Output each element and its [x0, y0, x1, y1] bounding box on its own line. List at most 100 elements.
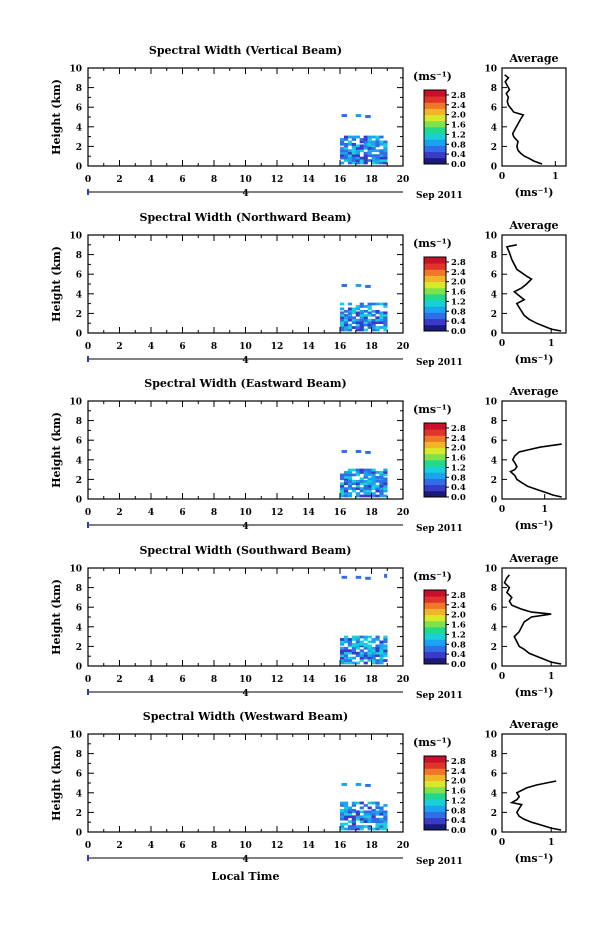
heatmap-cell	[371, 318, 376, 322]
x-tick-label: 2	[116, 508, 122, 518]
average-y-tick-label: 8	[491, 584, 497, 594]
average-frame	[501, 67, 567, 167]
colorbar-segment	[424, 460, 446, 467]
heatmap-cell	[355, 321, 360, 324]
heatmap-cell	[355, 135, 360, 139]
heatmap-cell	[367, 311, 372, 315]
heatmap-cell	[383, 161, 388, 165]
heatmap-cell	[367, 820, 372, 823]
heatmap-cell	[347, 471, 353, 474]
heatmap-cell	[375, 302, 380, 306]
y-tick-label: 2	[76, 310, 82, 320]
colorbar: 0.00.40.81.21.62.02.42.8	[423, 422, 466, 503]
heatmap-cell	[347, 825, 353, 828]
colorbar-tick-label: 0.8	[451, 140, 466, 150]
colorbar-segment	[424, 435, 446, 442]
heatmap-cell	[363, 489, 368, 493]
heatmap-cell	[383, 646, 388, 650]
colorbar-segment	[424, 145, 446, 153]
average-title: Average	[508, 552, 558, 565]
heatmap-cell	[351, 321, 357, 324]
y-tick-label: 10	[69, 65, 82, 75]
heatmap-cell	[351, 638, 357, 641]
heatmap-cell	[383, 313, 388, 317]
heatmap-cell	[343, 827, 349, 831]
heatmap-cell	[371, 656, 376, 660]
heatmap-cell	[367, 323, 372, 327]
heatmap-cell	[347, 482, 353, 486]
heatmap-cell	[341, 575, 348, 579]
average-x-tick-label: 0	[499, 172, 505, 182]
colorbar-segment	[424, 312, 446, 320]
average-title: Average	[508, 718, 558, 731]
heatmap-cell	[363, 144, 368, 148]
heatmap-cell	[379, 820, 384, 823]
heatmap-cell	[351, 316, 357, 320]
heatmap-cell	[355, 812, 360, 816]
average-y-tick-label: 10	[484, 65, 497, 75]
colorbar-tick-label: 2.8	[451, 91, 466, 101]
heatmap-cell	[343, 328, 349, 332]
heatmap-cell	[367, 806, 372, 810]
colorbar-segment	[424, 602, 446, 609]
heatmap-cell	[371, 475, 376, 479]
average-y-tick-label: 2	[491, 143, 497, 153]
heatmap-cell	[359, 806, 364, 810]
heatmap-cell	[375, 646, 380, 650]
heatmap-cell	[371, 815, 376, 819]
heatmap-cell	[355, 825, 360, 828]
heatmap-cell	[383, 305, 388, 308]
heatmap-cell	[359, 305, 364, 308]
average-y-tick-label: 0	[491, 330, 497, 340]
average-x-label: (ms⁻¹)	[515, 519, 554, 532]
colorbar-segment	[424, 799, 446, 806]
heatmap-cell	[379, 479, 384, 483]
heatmap-cell	[355, 827, 360, 831]
colorbar-segment	[424, 657, 446, 665]
heatmap-cell	[383, 146, 388, 150]
heatmap-cell	[343, 646, 349, 650]
heatmap-cell	[363, 140, 368, 144]
x-tick-label: 4	[148, 508, 154, 518]
heatmap-cell	[359, 640, 364, 644]
heatmap-cell	[375, 489, 380, 493]
heatmap-cell	[351, 646, 357, 650]
heatmap-cell	[375, 135, 380, 139]
heatmap-cell	[379, 494, 384, 498]
colorbar-segment	[424, 318, 446, 326]
colorbar-tick-label: 0.4	[451, 150, 466, 160]
heatmap-cell	[367, 656, 372, 660]
x-tick-label: 4	[148, 841, 154, 851]
colorbar-segment	[424, 596, 446, 603]
heatmap-cell	[379, 825, 384, 828]
heatmap-cell	[363, 323, 368, 327]
average-title: Average	[508, 219, 558, 232]
average-profile-line	[505, 244, 562, 332]
colorbar-tick-label: 2.8	[451, 424, 466, 434]
heatmap-cell	[375, 654, 380, 657]
heatmap-cell	[351, 309, 357, 313]
heatmap-cell	[379, 311, 384, 315]
date-label: Sep 2011	[416, 191, 463, 201]
heatmap-cell	[383, 156, 388, 160]
heatmap-cell	[367, 471, 372, 474]
heatmap-cell	[375, 318, 380, 322]
colorbar-segment	[424, 478, 446, 486]
heatmap-cell	[343, 313, 349, 317]
heatmap-cell	[343, 309, 349, 313]
heatmap-cell	[355, 640, 360, 644]
heatmap-cell	[355, 479, 360, 483]
x-tick-label: 12	[271, 175, 284, 185]
heatmap-cell	[343, 810, 349, 814]
heatmap-cell	[371, 468, 376, 472]
heatmap-cell	[379, 140, 384, 144]
heatmap-cell	[347, 142, 353, 146]
heatmap-cell	[359, 311, 364, 315]
colorbar-segment	[424, 756, 446, 763]
x-tick-label: 10	[239, 675, 252, 685]
colorbar-segment	[424, 275, 446, 283]
colorbar-segment	[424, 139, 446, 146]
colorbar-segment	[424, 157, 446, 165]
heatmap-cell	[383, 640, 388, 644]
x-tick-label: 10	[239, 508, 252, 518]
